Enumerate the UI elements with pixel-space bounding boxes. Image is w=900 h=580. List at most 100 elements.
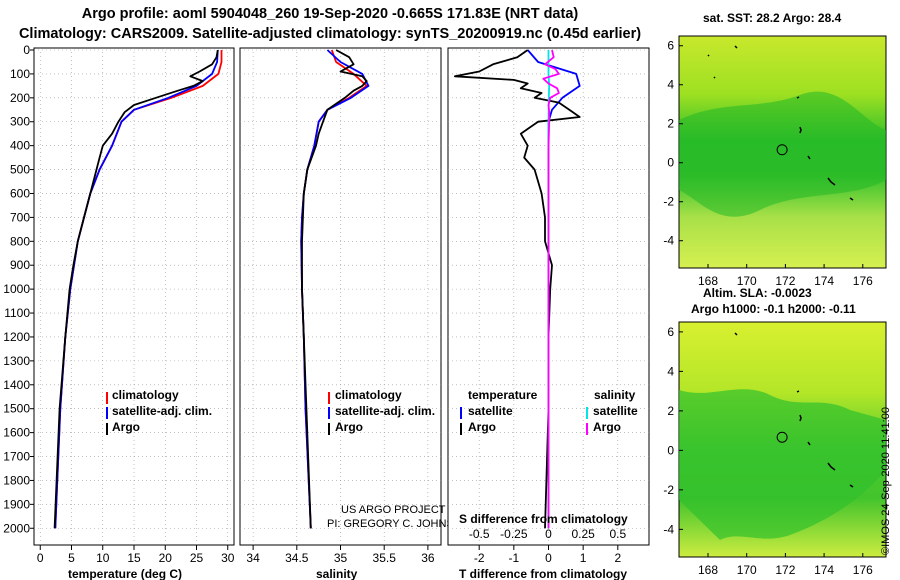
salinity-panel: 34 34.5 35 35.5 36 salinity climatology sate… [239, 47, 470, 580]
x-tick-label: 36 [421, 551, 435, 565]
legend-label-t-satellite: satellite [468, 404, 513, 418]
y-tick-label: 1000 [3, 282, 30, 296]
map-lat-tick-label: 0 [667, 443, 674, 457]
x-tick-label: -1 [509, 551, 520, 565]
depth-tick-labels: 0 100 200 300 400 500 600 700 800 900 1000 1100 1200… [3, 43, 34, 535]
argo-position-marker [776, 144, 788, 156]
legend-label-climatology: climatology [112, 388, 179, 402]
x-tick-label: 10 [96, 551, 110, 565]
t-difference-tick-labels: -2 -1 0 1 2 [474, 551, 622, 565]
s-diff-tick-label: -0.25 [500, 527, 528, 541]
y-tick-label: 900 [10, 258, 30, 272]
legend-label-t-argo: Argo [468, 420, 496, 434]
temperature-tick-labels: 0 5 10 15 20 25 30 [37, 551, 235, 565]
x-tick-label: 1 [580, 551, 587, 565]
y-tick-label: 0 [23, 43, 30, 57]
sst-map-title: sat. SST: 28.2 Argo: 28.4 [703, 11, 842, 25]
map-lon-tick-label: 172 [775, 274, 795, 288]
sla-map-panel: Altim. SLA: -0.0023 Argo h1000: -0.1 h20… [663, 286, 887, 577]
map-lat-tick-label: -4 [663, 234, 674, 248]
legend-label-argo: Argo [335, 420, 363, 434]
legend-title-temperature: temperature [468, 388, 538, 402]
map-lat-tick-label: 2 [667, 404, 674, 418]
x-tick-label: 0 [545, 551, 552, 565]
difference-legend: temperature salinity satellite Argo sate… [460, 388, 638, 435]
s-diff-tick-label: -0.5 [469, 527, 490, 541]
map-lat-tick-label: -2 [663, 195, 674, 209]
difference-panel: -2 -1 0 1 2 -0.5 -0.25 0 0.25 0.5 T difference f… [447, 47, 650, 580]
pi-annotation-name: PI: GREGORY C. JOHNSON [327, 518, 470, 530]
t-difference-xlabel: T difference from climatology [459, 567, 627, 580]
temperature-series [53, 49, 223, 529]
legend-title-salinity: salinity [594, 388, 636, 402]
series-line-argo [53, 49, 219, 529]
sla-island-outlines [734, 332, 854, 488]
y-tick-label: 300 [10, 115, 30, 129]
sst-map-panel: sat. SST: 28.2 Argo: 28.4 168 170 172 174 17… [663, 11, 887, 288]
temperature-xlabel: temperature (deg C) [68, 567, 182, 580]
series-line-t-argo [453, 49, 581, 529]
y-tick-label: 1500 [3, 402, 30, 416]
salinity-series [300, 49, 370, 529]
s-difference-xlabel: S difference from climatology [459, 512, 628, 526]
s-diff-tick-label: 0.25 [571, 527, 595, 541]
temperature-gridlines [34, 48, 234, 550]
y-tick-label: 400 [10, 139, 30, 153]
x-tick-label: 35.5 [373, 551, 397, 565]
imos-timestamp: ©IMOS 24-Sep-2020 11:41:00 [880, 407, 892, 555]
x-tick-label: 34.5 [285, 551, 309, 565]
sla-low-region [679, 389, 886, 540]
map-lat-tick-label: 4 [667, 78, 674, 92]
map-lon-tick-label: 176 [853, 563, 873, 577]
x-tick-label: -2 [474, 551, 485, 565]
legend-label-s-satellite: satellite [593, 404, 638, 418]
y-tick-label: 1900 [3, 497, 30, 511]
y-tick-label: 1700 [3, 450, 30, 464]
y-tick-label: 600 [10, 186, 30, 200]
temperature-panel: 0100200300400500600700800900100011001200… [3, 43, 234, 580]
x-tick-label: 5 [68, 551, 75, 565]
y-tick-label: 1100 [4, 306, 30, 320]
y-tick-label: 100 [10, 67, 30, 81]
x-tick-label: 0 [37, 551, 44, 565]
map-lat-tick-label: -2 [663, 483, 674, 497]
map-lon-tick-label: 172 [775, 563, 795, 577]
sla-axis-ticks: 168 170 172 174 176 6 4 2 0 -2 -4 [663, 325, 873, 577]
legend-label-satellite-adj-clim: satellite-adj. clim. [335, 404, 435, 418]
y-tick-label: 700 [10, 210, 30, 224]
s-difference-tick-labels: -0.5 -0.25 0 0.25 0.5 [469, 527, 627, 541]
x-tick-label: 20 [159, 551, 173, 565]
s-diff-tick-label: 0 [545, 527, 552, 541]
map-lat-tick-label: 0 [667, 156, 674, 170]
x-tick-label: 35 [334, 551, 348, 565]
y-tick-label: 1600 [3, 426, 30, 440]
y-tick-label: 800 [10, 234, 30, 248]
series-line-s-argo [542, 49, 560, 529]
x-tick-label: 25 [190, 551, 204, 565]
map-lat-tick-label: 6 [667, 325, 674, 339]
legend-label-argo: Argo [112, 420, 140, 434]
y-tick-label: 200 [10, 91, 30, 105]
map-lon-tick-label: 174 [814, 563, 834, 577]
argo-position-marker [776, 431, 788, 443]
map-lat-tick-label: 4 [667, 364, 674, 378]
salinity-tick-labels: 34 34.5 35 35.5 36 [246, 551, 434, 565]
pi-annotation-project: US ARGO PROJECT [341, 504, 446, 516]
map-lat-tick-label: 6 [667, 39, 674, 53]
salinity-gridlines [240, 48, 441, 550]
y-tick-label: 1400 [3, 378, 30, 392]
map-lon-tick-label: 174 [814, 274, 834, 288]
x-tick-label: 15 [127, 551, 141, 565]
x-tick-label: 30 [221, 551, 235, 565]
x-tick-label: 2 [614, 551, 621, 565]
s-diff-tick-label: 0.5 [609, 527, 626, 541]
difference-series [453, 49, 581, 529]
salinity-legend: climatology satellite-adj. clim. Argo [328, 388, 435, 435]
sst-warm-band [679, 91, 886, 217]
legend-label-climatology: climatology [335, 388, 402, 402]
sst-axis-ticks: 168 170 172 174 176 6 4 2 0 -2 -4 [663, 39, 873, 288]
y-tick-label: 1800 [3, 473, 30, 487]
map-lon-tick-label: 176 [853, 274, 873, 288]
sla-map-title-line1: Altim. SLA: -0.0023 [703, 286, 812, 300]
